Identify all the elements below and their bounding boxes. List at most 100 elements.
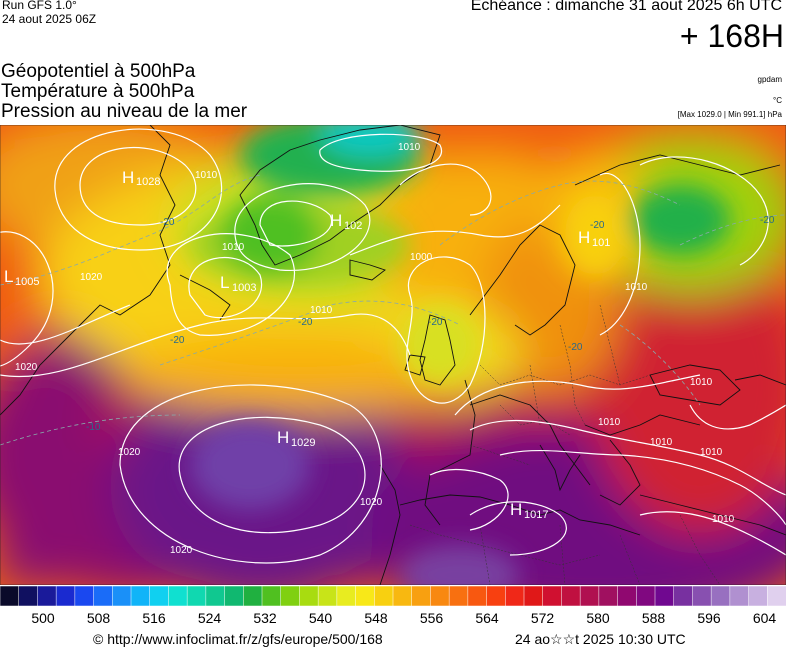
color-scale-tick-label: 508 [86,610,111,626]
svg-text:H: H [330,211,342,230]
color-scale-tick-label: 572 [530,610,555,626]
color-scale-cell [767,586,786,607]
color-scale-cell [55,586,76,607]
svg-text:1028: 1028 [136,176,160,188]
color-scale-cell [0,586,20,607]
isobar-label: 1010 [650,437,673,448]
isotherm-label: -20 [568,342,583,353]
pressure-range: [Max 1029.0 | Min 991.1] hPa [677,110,782,119]
svg-text:1017: 1017 [524,509,548,521]
color-scale-cell [505,586,525,607]
color-scale [0,586,786,607]
color-scale-cell [280,586,301,607]
svg-text:L: L [220,273,229,292]
color-scale-cells [0,586,786,607]
svg-text:1003: 1003 [232,282,256,294]
color-scale-cell [336,586,357,607]
isotherm-label: -20 [760,215,775,226]
isobar-label: 1020 [170,545,193,556]
isotherms [0,174,786,446]
color-scale-cell [93,586,114,607]
color-scale-cell [430,586,450,607]
pressure-center-high: H 1028 [122,168,160,188]
svg-text:1029: 1029 [291,437,315,449]
color-scale-tick-label: 532 [253,610,277,626]
color-scale-cell [523,586,544,607]
isobar-label: 1000 [410,252,433,263]
isotherm-label: -20 [428,317,443,328]
isobar-label: 1010 [398,142,421,153]
color-scale-cell [18,586,39,607]
color-scale-cell [317,586,338,607]
color-scale-cell [692,586,712,607]
isotherm-label: -20 [298,317,313,328]
pressure-center-high: H 102 [330,211,362,232]
color-scale-tick-label: 604 [752,610,777,626]
color-scale-tick-label: 556 [419,610,444,626]
unit-geopotential: gpdam [757,75,782,84]
isotherm-label: -20 [170,335,185,346]
title-pressure: Pression au niveau de la mer [1,101,248,122]
svg-text:H: H [510,500,522,519]
color-scale-cell [149,586,170,607]
isobar-label: 1010 [195,170,218,181]
isobar-label: 1010 [700,447,723,458]
color-scale-cell [673,586,694,607]
color-scale-tick-label: 500 [31,610,55,626]
isobar-label: 1010 [310,305,333,316]
color-scale-cell [37,586,57,607]
pressure-center-high: H 1017 [510,500,548,521]
color-scale-cell [467,586,488,607]
source-url[interactable]: © http://www.infoclimat.fr/z/gfs/europe/… [93,631,383,647]
run-date: 24 aout 2025 06Z [2,12,97,26]
isobar-label: 1010 [598,417,621,428]
color-scale-cell [74,586,95,607]
isobar-label: 1010 [712,514,735,525]
color-scale-cell [224,586,245,607]
color-scale-cell [411,586,432,607]
isobar-label: 1020 [15,362,38,373]
isotherm-label: -20 [590,220,605,231]
svg-text:L: L [4,267,13,286]
color-scale-cell [130,586,151,607]
isobar-label: 1020 [360,497,383,508]
color-scale-cell [205,586,226,607]
color-scale-cell [374,586,394,607]
pressure-center-high: H 1029 [277,428,315,449]
color-scale-cell [243,586,263,607]
isobar-label: 1020 [118,447,141,458]
color-scale-cell [748,586,769,607]
color-scale-cell [710,586,731,607]
title-temperature: Température à 500hPa [1,81,195,102]
svg-text:1005: 1005 [15,276,39,288]
color-scale-tick-label: 588 [641,610,666,626]
color-scale-cell [486,586,507,607]
pressure-centers: H 1028 L 1005 L 1003 H 102 H 1029 H 1017… [4,168,610,521]
color-scale-cell [542,586,563,607]
isotherm-label: -20 [160,217,175,228]
valid-time: Echéance : dimanche 31 aout 2025 6h UTC [470,0,782,14]
color-scale-cell [729,586,750,607]
isotherm-label: -10 [86,422,101,433]
title-geopotential: Géopotentiel à 500hPa [1,61,196,82]
pressure-center-low: L 1003 [220,273,256,294]
weather-map[interactable]: 1010 1020 1010 1020 1000 1010 1020 1020 … [0,125,786,585]
color-scale-tick-label: 540 [308,610,333,626]
pressure-center-high: H 101 [578,228,610,249]
color-scale-tick-label: 564 [475,610,499,626]
color-scale-tick-label: 596 [697,610,721,626]
isobar-label: 1010 [222,242,245,253]
color-scale-cell [186,586,207,607]
map-titles: Géopotentiel à 500hPa Température à 500h… [1,62,247,122]
isobar-labels: 1010 1020 1010 1020 1000 1010 1020 1020 … [15,142,735,556]
color-scale-tick-label: 580 [586,610,610,626]
isobar-label: 1020 [80,272,103,283]
color-scale-cell [598,586,619,607]
color-scale-cell [168,586,188,607]
color-scale-cell [561,586,581,607]
run-info: Run GFS 1.0° 24 aout 2025 06Z [2,0,96,26]
color-scale-tick-label: 524 [197,610,222,626]
svg-text:H: H [578,228,590,247]
generated-time: 24 ao☆☆t 2025 10:30 UTC [515,631,686,647]
color-scale-cell [299,586,319,607]
